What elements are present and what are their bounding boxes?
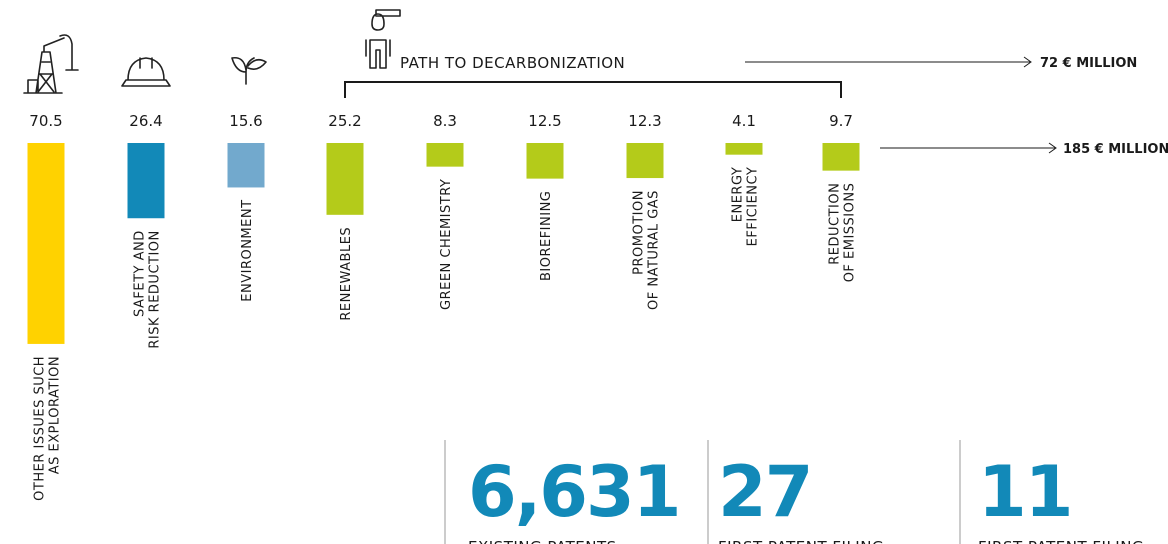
value-label: 12.5 xyxy=(528,112,561,130)
category-label: ENERGY xyxy=(731,167,746,223)
bar xyxy=(27,143,65,344)
bar xyxy=(626,143,664,179)
category-label: GREEN CHEMISTRY xyxy=(439,179,454,310)
category-label: OTHER ISSUES SUCH xyxy=(33,356,48,501)
value-label: 4.1 xyxy=(732,112,756,130)
stat-value: 6,631 xyxy=(468,451,679,533)
bar xyxy=(822,143,860,171)
bar xyxy=(127,143,165,219)
category-label: OF NATURAL GAS xyxy=(647,190,662,310)
category-label: ENVIRONMENT xyxy=(240,199,255,301)
arrow-head xyxy=(1023,56,1032,68)
sprout-icon xyxy=(231,56,267,85)
category-label: RISK REDUCTION xyxy=(148,230,163,348)
value-label: 25.2 xyxy=(328,112,361,130)
category-label: RENEWABLES xyxy=(339,227,354,321)
person-binoculars-icon xyxy=(365,9,401,69)
value-label: 26.4 xyxy=(129,112,162,130)
stat-label: FIRST PATENT FILING xyxy=(978,538,1144,544)
arrow-head xyxy=(1048,142,1057,154)
bracket xyxy=(344,81,842,98)
helmet-icon xyxy=(121,57,171,87)
value-label: 70.5 xyxy=(29,112,62,130)
category-label: EFFICIENCY xyxy=(746,167,761,247)
value-label: 15.6 xyxy=(229,112,262,130)
stat-value: 27 xyxy=(718,451,811,533)
bar xyxy=(227,143,265,188)
category-label: AS EXPLORATION xyxy=(48,356,63,474)
bar xyxy=(326,143,364,215)
category-label: OF EMISSIONS xyxy=(843,183,858,283)
bracket-label: PATH TO DECARBONIZATION xyxy=(400,54,625,72)
category-label: SAFETY AND xyxy=(133,230,148,317)
stat-label: EXISTING PATENTS xyxy=(468,538,617,544)
total-label: 185 € MILLION xyxy=(1063,142,1168,157)
value-label: 8.3 xyxy=(433,112,457,130)
value-label: 9.7 xyxy=(829,112,853,130)
oil-derrick-icon xyxy=(23,34,79,94)
bracket-total: 72 € MILLION xyxy=(1040,56,1137,71)
category-label: PROMOTION xyxy=(632,190,647,275)
bar xyxy=(426,143,464,167)
value-label: 12.3 xyxy=(628,112,661,130)
category-label: BIOREFINING xyxy=(539,191,554,281)
bar xyxy=(526,143,564,179)
stat-label: FIRST PATENT FILING xyxy=(718,538,884,544)
category-label: REDUCTION xyxy=(828,183,843,265)
bar xyxy=(725,143,763,155)
stat-value: 11 xyxy=(978,451,1071,533)
